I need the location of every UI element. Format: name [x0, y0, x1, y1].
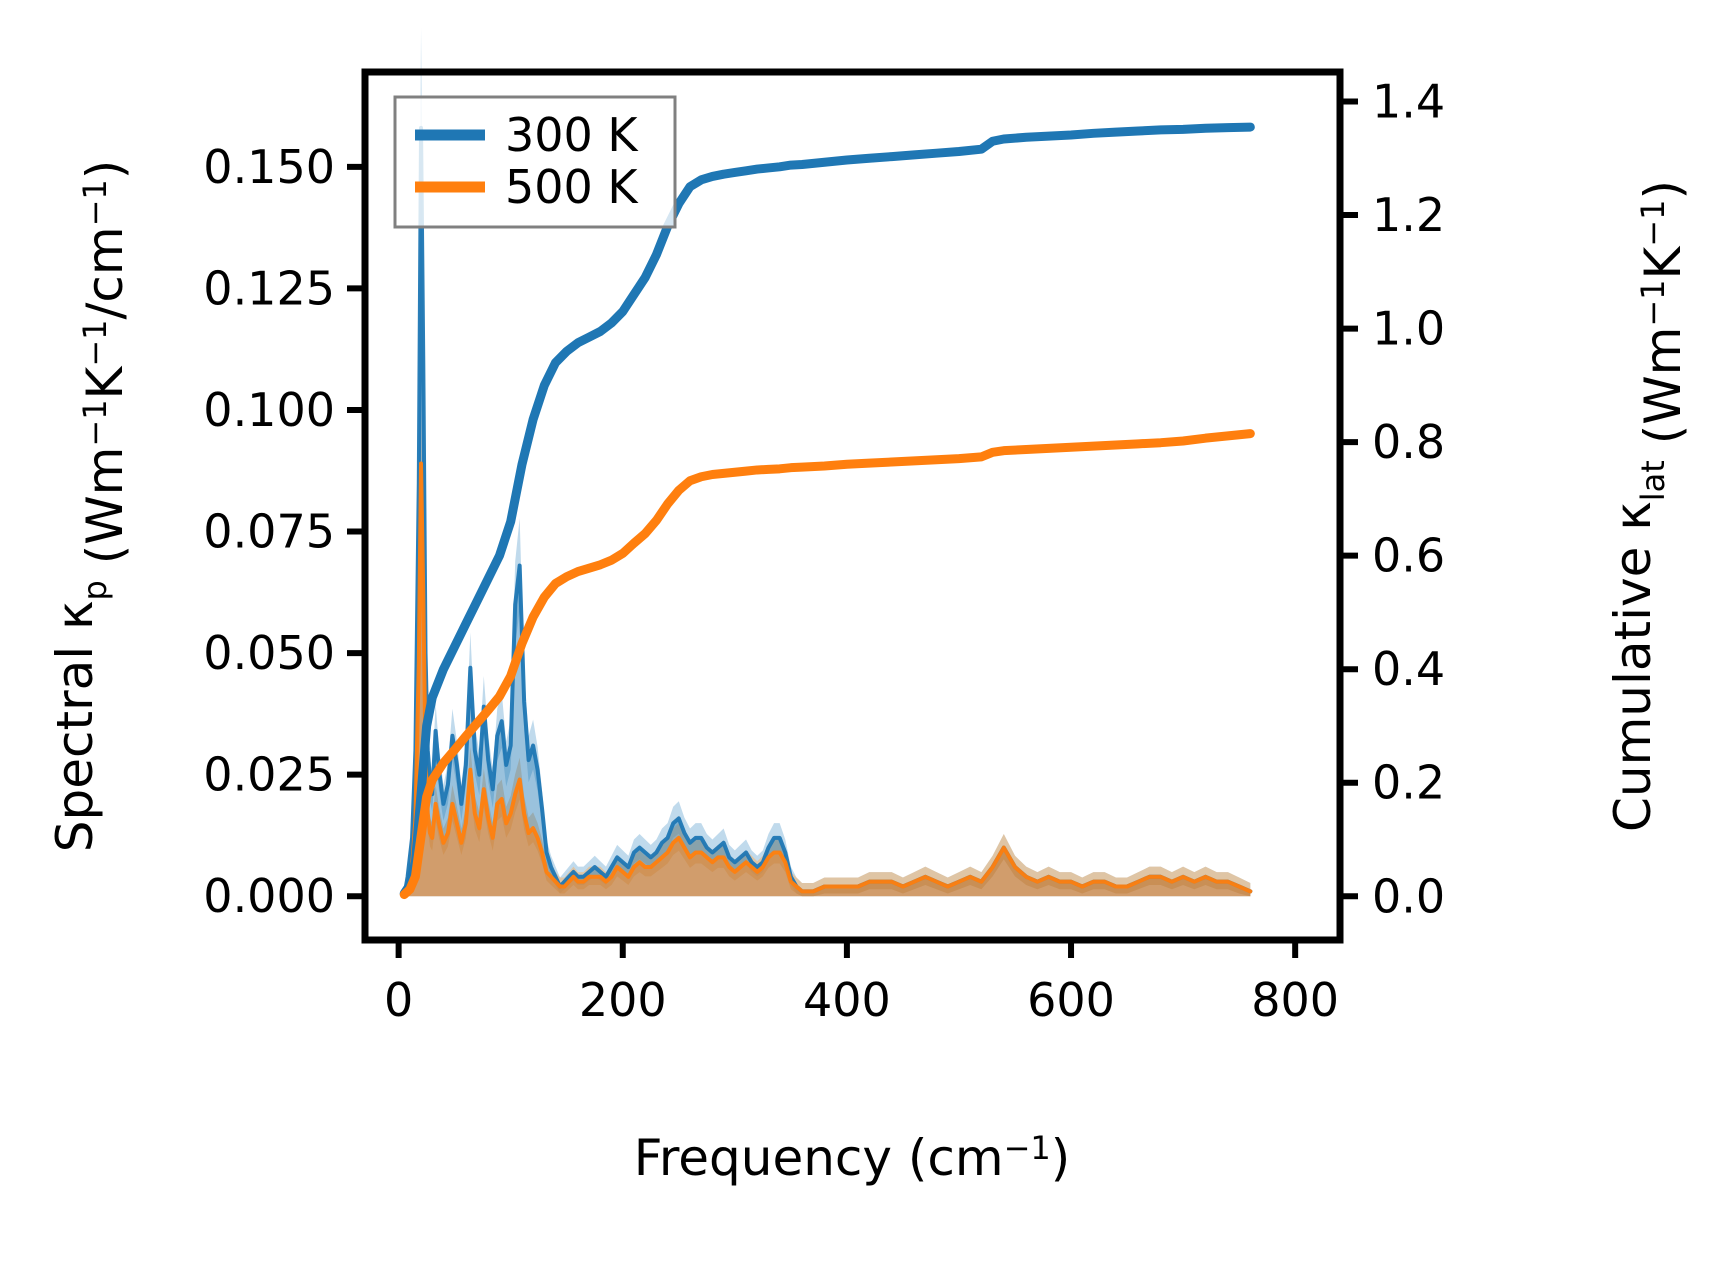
y-right-tick-label: 1.0 — [1372, 302, 1445, 356]
spectral-line-500k — [402, 461, 1253, 899]
y-left-tick-label: 0.050 — [203, 626, 335, 680]
x-tick-label: 0 — [384, 973, 413, 1027]
x-tick-label: 800 — [1251, 973, 1339, 1027]
spectral-fill-500k — [404, 463, 1251, 897]
y-right-tick-label: 1.2 — [1372, 188, 1445, 242]
spectral-fill-300k — [404, 127, 1251, 897]
x-tick-label: 400 — [803, 973, 891, 1027]
cumulative-line-300k — [399, 122, 1255, 898]
y-right-tick-label: 0.0 — [1372, 869, 1445, 923]
y-left-tick-label: 0.075 — [203, 505, 335, 559]
y-right-tick-label: 1.4 — [1372, 75, 1445, 129]
legend-label-500k: 500 K — [505, 160, 639, 214]
x-tick-label: 200 — [579, 973, 667, 1027]
y-left-tick-label: 0.150 — [203, 140, 335, 194]
y-left-axis-title: Spectral κp (Wm−1K−1/cm−1) — [46, 160, 134, 853]
y-left-tick-label: 0.025 — [203, 748, 335, 802]
y-right-tick-label: 0.8 — [1372, 415, 1445, 469]
y-left-tick-label: 0.100 — [203, 383, 335, 437]
legend-label-300k: 300 K — [505, 108, 639, 162]
y-left-tick-label: 0.000 — [203, 869, 335, 923]
x-tick-label: 600 — [1027, 973, 1115, 1027]
axes-frame — [361, 68, 1344, 944]
y-right-tick-label: 0.2 — [1372, 756, 1445, 810]
cumulative-line-500k — [399, 429, 1255, 900]
y-right-tick-label: 0.4 — [1372, 642, 1445, 696]
x-axis-title: Frequency (cm−1) — [634, 1129, 1071, 1187]
y-left-tick-label: 0.125 — [203, 261, 335, 315]
y-right-tick-label: 0.6 — [1372, 529, 1445, 583]
y-right-axis-title: Cumulative κlat (Wm−1K−1) — [1604, 180, 1692, 832]
legend-box — [393, 95, 677, 229]
